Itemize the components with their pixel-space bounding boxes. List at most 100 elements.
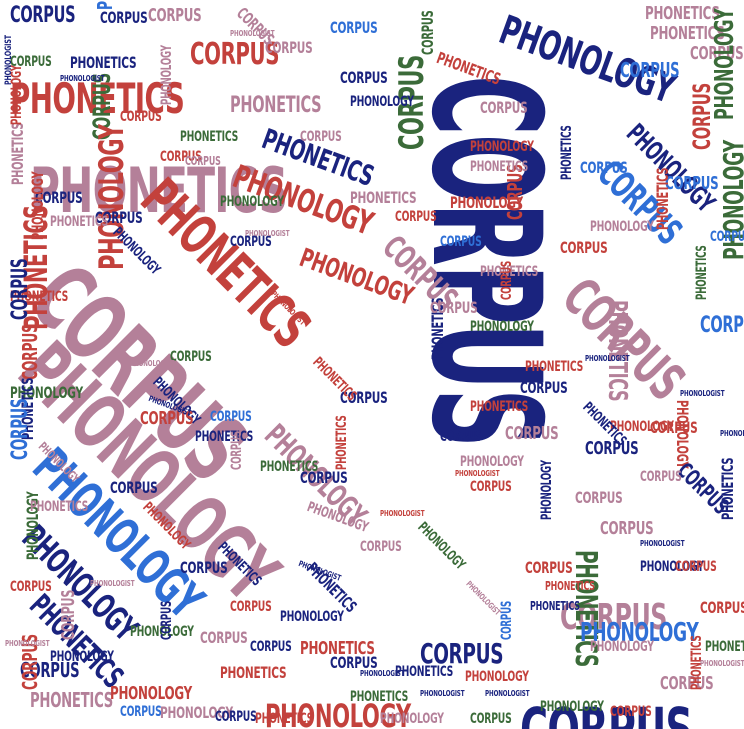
word-phonetics: PHONETICS: [530, 599, 580, 613]
word-corpus: CORPUS: [190, 37, 280, 72]
word-phonologist: PHONOLOGIST: [360, 669, 405, 678]
word-phonology: PHONOLOGY: [470, 139, 534, 155]
word-corpus: CORPUS: [700, 598, 744, 617]
word-corpus: CORPUS: [330, 18, 378, 37]
word-corpus: CORPUS: [710, 229, 744, 245]
word-phonologist: PHONOLOGIST: [230, 29, 275, 38]
word-phonologist: PHONOLOGIST: [245, 229, 290, 238]
word-corpus: CORPUS: [610, 704, 652, 720]
word-corpus: CORPUS: [470, 711, 512, 727]
word-corpus: CORPUS: [148, 5, 202, 26]
word-phonology: PHONOLOGY: [465, 669, 529, 685]
word-phonetics: PHONETICS: [545, 579, 595, 593]
word-phonetics: PHONETICS: [30, 688, 113, 712]
word-phonology: PHONOLOGY: [540, 699, 604, 715]
word-corpus: CORPUS: [8, 398, 33, 460]
word-corpus: CORPUS: [505, 423, 559, 444]
word-phonetics: PHONETICS: [350, 689, 409, 705]
word-phonetics: PHONETICS: [705, 639, 744, 655]
word-phonetics: PHONETICS: [694, 245, 710, 300]
word-corpus: CORPUS: [100, 8, 148, 27]
word-phonology: PHONOLOGY: [10, 383, 83, 402]
word-corpus: CORPUS: [499, 260, 515, 300]
word-corpus: CORPUS: [140, 408, 194, 429]
word-phonetics: PHONETICS: [602, 300, 632, 402]
word-corpus: CORPUS: [525, 558, 573, 577]
word-corpus: CORPUS: [300, 468, 348, 487]
word-corpus: CORPUS: [330, 653, 378, 672]
word-phonetics: PHONETICS: [470, 159, 529, 175]
word-corpus: CORPUS: [580, 158, 628, 177]
word-corpus: CORPUS: [395, 209, 437, 225]
word-corpus: CORPUS: [640, 469, 682, 485]
word-phonetics: PHONETICS: [10, 74, 185, 123]
word-corpus: CORPUS: [250, 639, 292, 655]
word-phonology: PHONOLOGY: [590, 219, 654, 235]
word-phonology: PHONOLOGY: [265, 697, 411, 729]
word-phonetics: PHONETICS: [395, 664, 454, 680]
word-phonology: PHONOLOGY: [710, 8, 740, 121]
word-corpus: CORPUS: [418, 10, 437, 55]
word-phonology: PHONOLOGY: [130, 624, 194, 640]
word-corpus: CORPUS: [340, 68, 388, 87]
word-corpus: CORPUS: [185, 154, 221, 168]
word-phonology: PHONOLOGY: [610, 419, 674, 435]
word-phonetics: PHONETICS: [30, 154, 288, 227]
word-phonetics: PHONETICS: [230, 93, 322, 118]
word-phonologist: PHONOLOGIST: [90, 579, 135, 588]
word-phonetics: PHONETICS: [30, 499, 89, 515]
word-phonology: PHONOLOGY: [220, 194, 284, 210]
word-phonologist: PHONOLOGIST: [485, 689, 530, 698]
word-phonetics: PHONETICS: [50, 214, 109, 230]
word-phonetics: PHONETICS: [334, 415, 350, 470]
word-corpus: CORPUS: [120, 704, 162, 720]
word-corpus: CORPUS: [200, 628, 248, 647]
word-corpus: CORPUS: [120, 109, 162, 125]
word-phonology: PHONOLOGY: [450, 193, 523, 212]
word-corpus: CORPUS: [690, 43, 744, 64]
word-corpus: CORPUS: [10, 579, 52, 595]
word-corpus: CORPUS: [10, 54, 52, 70]
word-phonologist: PHONOLOGIST: [720, 429, 744, 438]
word-corpus: CORPUS: [8, 258, 33, 320]
word-phonetics: PHONETICS: [260, 459, 319, 475]
word-phonetics: PHONETICS: [718, 457, 737, 520]
word-phonology: PHONOLOGY: [110, 683, 192, 704]
word-corpus: CORPUS: [265, 38, 313, 57]
word-phonetics: PHONETICS: [645, 3, 720, 24]
word-corpus: CORPUS: [230, 234, 272, 250]
word-phonology: PHONOLOGY: [380, 711, 444, 727]
word-phonetics: PHONETICS: [195, 429, 254, 445]
word-corpus: CORPUS: [420, 637, 504, 670]
word-phonology: PHONOLOGY: [470, 319, 534, 335]
word-phonology: PHONOLOGY: [640, 559, 704, 575]
word-corpus: CORPUS: [499, 600, 515, 640]
word-corpus: CORPUS: [470, 479, 512, 495]
word-corpus: CORPUS: [210, 409, 252, 425]
word-corpus: CORPUS: [650, 418, 698, 437]
word-corpus: CORPUS: [58, 589, 79, 640]
word-phonology: PHONOLOGY: [350, 94, 414, 110]
word-corpus: CORPUS: [180, 558, 228, 577]
word-corpus: CORPUS: [620, 58, 680, 82]
word-corpus: CORPUS: [575, 488, 623, 507]
word-corpus: CORPUS: [480, 98, 528, 117]
word-corpus: CORPUS: [159, 600, 175, 640]
word-phonetics: PHONETICS: [559, 125, 575, 180]
word-corpus: CORPUS: [160, 149, 202, 165]
word-phonology: PHONOLOGY: [539, 460, 555, 520]
word-corpus: CORPUS: [215, 709, 257, 725]
word-phonetics: PHONETICS: [180, 129, 239, 145]
word-corpus: CORPUS: [440, 429, 482, 445]
word-corpus: CORPUS: [430, 298, 478, 317]
word-phonetics: PHONETICS: [220, 663, 287, 682]
word-phonetics: PHONETICS: [70, 53, 137, 72]
word-corpus: CORPUS: [230, 599, 272, 615]
word-corpus: CORPUS: [600, 518, 654, 539]
word-corpus: CORPUS: [10, 3, 76, 28]
word-corpus: CORPUS: [18, 324, 42, 380]
word-corpus: CORPUS: [170, 349, 212, 365]
word-corpus: CORPUS: [35, 188, 83, 207]
word-corpus: CORPUS: [665, 173, 719, 194]
